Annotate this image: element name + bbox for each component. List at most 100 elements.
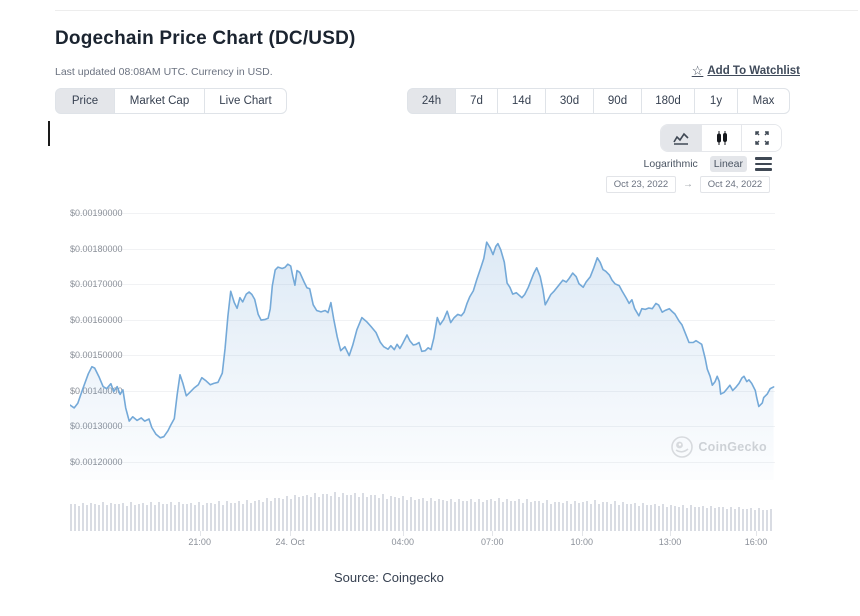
- volume-bar: [178, 502, 180, 531]
- volume-bar: [258, 500, 260, 531]
- volume-bar: [338, 496, 340, 531]
- y-axis-label: $0.00190000: [70, 208, 123, 218]
- volume-bar: [634, 502, 636, 531]
- volume-bar: [674, 505, 676, 531]
- volume-navigator[interactable]: [70, 492, 775, 531]
- volume-bar: [226, 501, 228, 531]
- volume-bar: [746, 509, 748, 531]
- volume-bar: [198, 501, 200, 531]
- volume-bar: [518, 499, 520, 531]
- volume-bar: [330, 495, 332, 531]
- volume-bar: [702, 505, 704, 531]
- volume-bar: [578, 502, 580, 531]
- volume-bar: [122, 502, 124, 531]
- coingecko-logo-icon: [671, 436, 694, 458]
- volume-bar: [482, 501, 484, 531]
- volume-bar: [250, 502, 252, 531]
- range-30d[interactable]: 30d: [545, 88, 594, 114]
- volume-bar: [542, 503, 544, 531]
- volume-bar: [726, 508, 728, 531]
- volume-bar: [126, 505, 128, 531]
- volume-bar: [350, 494, 352, 531]
- volume-bar: [106, 505, 108, 531]
- scale-linear[interactable]: Linear: [709, 156, 747, 172]
- top-divider: [55, 10, 858, 11]
- volume-bar: [642, 502, 644, 531]
- volume-bar: [618, 504, 620, 531]
- volume-bar: [758, 508, 760, 531]
- volume-bar: [474, 502, 476, 531]
- range-1y[interactable]: 1y: [694, 88, 738, 114]
- volume-bar: [450, 498, 452, 531]
- date-start-input[interactable]: Oct 23, 2022: [606, 176, 676, 193]
- volume-bar: [194, 505, 196, 531]
- volume-bar: [690, 505, 692, 531]
- volume-bar: [486, 499, 488, 531]
- x-axis-label: 21:00: [188, 537, 211, 547]
- volume-bar: [694, 507, 696, 531]
- volume-bar: [410, 496, 412, 531]
- volume-bar: [478, 498, 480, 531]
- tab-live-chart[interactable]: Live Chart: [204, 88, 287, 114]
- volume-bar: [574, 500, 576, 531]
- volume-bar: [366, 496, 368, 531]
- volume-bar: [730, 506, 732, 531]
- volume-bar: [182, 504, 184, 531]
- tab-price[interactable]: Price: [55, 88, 115, 114]
- volume-bar: [294, 494, 296, 531]
- volume-bar: [446, 501, 448, 531]
- x-axis-tick: [402, 531, 404, 536]
- volume-bar: [378, 497, 380, 531]
- tab-market-cap[interactable]: Market Cap: [114, 88, 205, 114]
- volume-bar: [150, 501, 152, 531]
- volume-bar: [110, 502, 112, 531]
- volume-bar: [394, 497, 396, 531]
- volume-bar: [70, 504, 72, 531]
- chart-type-toggle: [660, 124, 782, 152]
- volume-bar: [698, 506, 700, 531]
- volume-bar: [498, 498, 500, 531]
- menu-icon[interactable]: [755, 156, 772, 172]
- volume-bar: [234, 502, 236, 531]
- volume-bar: [362, 493, 364, 531]
- volume-bar: [466, 501, 468, 531]
- scale-logarithmic[interactable]: Logarithmic: [643, 158, 698, 170]
- range-24h[interactable]: 24h: [407, 88, 456, 114]
- fullscreen-icon[interactable]: [741, 125, 781, 151]
- volume-bar: [750, 507, 752, 531]
- price-area: [70, 242, 774, 480]
- price-chart-plot[interactable]: $0.00190000 $0.00180000 $0.00170000 $0.0016…: [70, 205, 775, 480]
- volume-bar: [594, 500, 596, 531]
- range-180d[interactable]: 180d: [641, 88, 695, 114]
- volume-bar: [710, 505, 712, 531]
- volume-bar: [342, 492, 344, 531]
- volume-bar: [138, 503, 140, 531]
- add-to-watchlist-link[interactable]: ☆ Add To Watchlist: [692, 63, 800, 79]
- range-7d[interactable]: 7d: [455, 88, 498, 114]
- y-axis-label: $0.00170000: [70, 279, 123, 290]
- range-90d[interactable]: 90d: [593, 88, 642, 114]
- volume-bar: [90, 503, 92, 531]
- star-icon: ☆: [691, 63, 704, 78]
- volume-bar: [254, 500, 256, 531]
- price-series[interactable]: [70, 205, 775, 480]
- volume-bar: [326, 494, 328, 531]
- range-14d[interactable]: 14d: [497, 88, 546, 114]
- volume-bar: [334, 492, 336, 531]
- volume-bar: [738, 507, 740, 531]
- line-chart-icon[interactable]: [661, 125, 701, 151]
- volume-bar: [174, 505, 176, 531]
- volume-bar: [598, 503, 600, 531]
- volume-bar: [666, 506, 668, 531]
- volume-bar: [238, 500, 240, 531]
- date-end-input[interactable]: Oct 24, 2022: [700, 176, 770, 193]
- volume-bar: [74, 503, 76, 531]
- volume-bar: [586, 500, 588, 531]
- last-updated-text: Last updated 08:08AM UTC. Currency in US…: [55, 66, 273, 78]
- volume-bar: [458, 499, 460, 531]
- volume-bar: [610, 504, 612, 531]
- volume-bar: [438, 499, 440, 531]
- volume-bar: [734, 509, 736, 531]
- range-max[interactable]: Max: [737, 88, 790, 114]
- candlestick-icon[interactable]: [701, 125, 741, 151]
